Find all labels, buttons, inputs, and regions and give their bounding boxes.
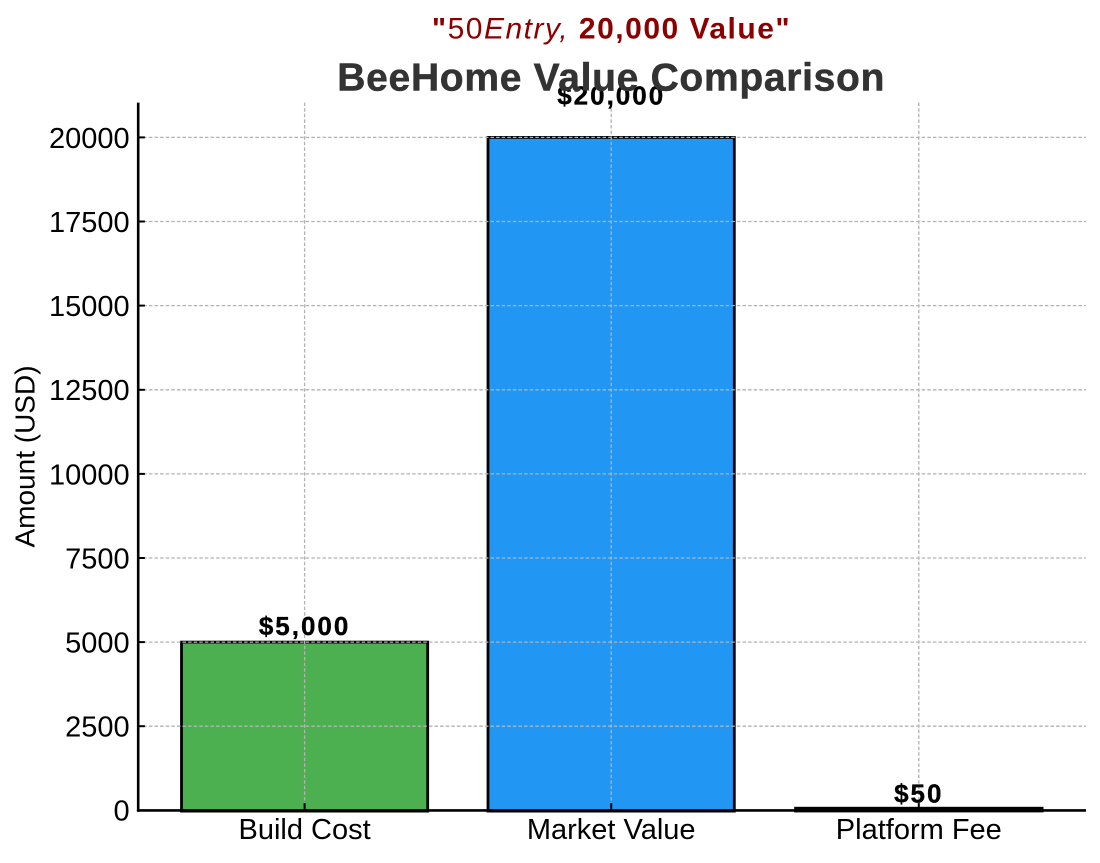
svg-text:12500: 12500: [49, 375, 130, 407]
svg-text:7500: 7500: [65, 543, 130, 575]
svg-text:20000: 20000: [49, 123, 130, 155]
svg-text:Platform Fee: Platform Fee: [836, 814, 1002, 846]
svg-text:0: 0: [114, 796, 130, 828]
svg-text:"50Entry, 20,000 Value": "50Entry, 20,000 Value": [432, 13, 791, 46]
svg-text:2500: 2500: [65, 712, 130, 744]
svg-text:Market Value: Market Value: [527, 814, 696, 846]
svg-text:Amount (USD): Amount (USD): [10, 365, 41, 547]
svg-text:$50: $50: [894, 779, 943, 809]
svg-text:5000: 5000: [65, 628, 130, 660]
svg-text:$20,000: $20,000: [557, 81, 665, 111]
svg-text:BeeHome Value Comparison: BeeHome Value Comparison: [337, 57, 885, 100]
svg-text:10000: 10000: [49, 459, 130, 491]
svg-text:17500: 17500: [49, 207, 130, 239]
svg-text:15000: 15000: [49, 291, 130, 323]
svg-text:Build Cost: Build Cost: [239, 814, 371, 846]
svg-text:$5,000: $5,000: [259, 611, 351, 641]
